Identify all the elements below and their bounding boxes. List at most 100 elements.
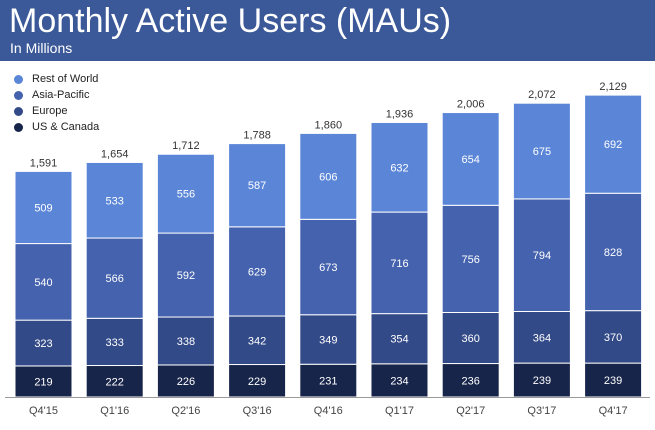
bar-asia-pacific-q2-16 [156, 232, 215, 318]
bar-europe-q4-15 [14, 319, 73, 367]
data-label-us-canada-q1-16: 222 [106, 376, 124, 388]
bar-asia-pacific-q4-15 [14, 243, 73, 321]
data-label-us-canada-q2-17: 236 [462, 375, 480, 387]
x-tick-label-q1-16: Q1'16 [100, 405, 129, 417]
total-label-q1-16: 1,654 [101, 148, 129, 160]
bar-rest-of-world-q1-16 [85, 161, 144, 239]
data-label-europe-q2-16: 338 [177, 336, 195, 348]
bar-rest-of-world-q1-17 [370, 121, 429, 213]
legend-item-rest-of-world: Rest of World [14, 71, 99, 87]
bar-us-canada-q4-15 [14, 365, 73, 398]
bar-rest-of-world-q2-16 [156, 153, 215, 234]
data-label-rest-of-world-q4-17: 692 [604, 139, 622, 151]
bar-us-canada-q1-17 [370, 363, 429, 398]
data-label-asia-pacific-q1-17: 716 [390, 258, 408, 270]
data-label-asia-pacific-q2-16: 592 [177, 270, 195, 282]
data-label-asia-pacific-q4-17: 828 [604, 247, 622, 259]
total-label-q2-17: 2,006 [457, 99, 485, 111]
bar-asia-pacific-q1-17 [370, 211, 429, 315]
data-label-europe-q2-17: 360 [462, 333, 480, 345]
bar-asia-pacific-q4-16 [299, 218, 358, 316]
bar-asia-pacific-q1-16 [85, 237, 144, 319]
bar-asia-pacific-q3-16 [228, 226, 287, 317]
data-label-europe-q1-17: 354 [390, 334, 408, 346]
bar-asia-pacific-q2-17 [441, 204, 500, 313]
data-label-us-canada-q2-16: 226 [177, 376, 195, 388]
data-label-us-canada-q3-17: 239 [533, 375, 551, 387]
total-label-q2-16: 1,712 [172, 140, 200, 152]
data-label-europe-q3-17: 364 [533, 332, 551, 344]
bar-rest-of-world-q3-17 [512, 102, 571, 200]
data-label-rest-of-world-q2-17: 654 [462, 154, 480, 166]
bar-europe-q4-16 [299, 314, 358, 365]
legend-item-asia-pacific: Asia-Pacific [14, 87, 99, 103]
bar-europe-q1-17 [370, 313, 429, 365]
bar-europe-q3-16 [228, 315, 287, 366]
bar-rest-of-world-q2-17 [441, 112, 500, 206]
x-tick-label-q4-17: Q4'17 [599, 405, 628, 417]
bar-asia-pacific-q4-17 [584, 192, 643, 312]
legend-label-asia-pacific: Asia-Pacific [32, 89, 90, 101]
total-label-q4-16: 1,860 [315, 119, 343, 131]
page-subtitle: In Millions [10, 40, 73, 56]
data-label-asia-pacific-q1-16: 566 [106, 273, 124, 285]
legend-label-us-canada: US & Canada [32, 121, 100, 133]
x-tick-label-q4-15: Q4'15 [29, 405, 58, 417]
x-tick-label-q3-17: Q3'17 [527, 405, 556, 417]
data-label-us-canada-q3-16: 229 [248, 376, 266, 388]
data-label-rest-of-world-q2-16: 556 [177, 189, 195, 201]
data-label-europe-q3-16: 342 [248, 335, 266, 347]
data-label-europe-q4-15: 323 [34, 338, 52, 350]
data-label-europe-q4-17: 370 [604, 332, 622, 344]
chart-legend: Rest of World Asia-Pacific Europe US & C… [14, 71, 99, 135]
legend-swatch-asia-pacific [14, 90, 23, 100]
data-label-rest-of-world-q3-16: 587 [248, 180, 266, 192]
bar-rest-of-world-q4-16 [299, 132, 358, 220]
total-label-q4-15: 1,591 [30, 157, 58, 169]
x-tick-label-q2-16: Q2'16 [171, 405, 200, 417]
legend-item-europe: Europe [14, 103, 99, 119]
legend-label-europe: Europe [32, 105, 68, 117]
total-label-q3-17: 2,072 [528, 89, 556, 101]
legend-swatch-rest-of-world [14, 74, 23, 84]
data-label-us-canada-q4-17: 239 [604, 375, 622, 387]
bar-us-canada-q2-16 [156, 364, 215, 398]
data-label-europe-q4-16: 349 [319, 335, 337, 347]
total-label-q3-16: 1,788 [243, 130, 271, 142]
data-label-asia-pacific-q4-15: 540 [34, 277, 52, 289]
data-label-asia-pacific-q3-16: 629 [248, 266, 266, 278]
data-label-rest-of-world-q1-17: 632 [390, 162, 408, 174]
bar-europe-q4-17 [584, 310, 643, 364]
bar-europe-q1-16 [85, 317, 144, 367]
header-banner: Monthly Active Users (MAUs) In Millions [0, 0, 655, 61]
data-label-asia-pacific-q3-17: 794 [533, 250, 551, 262]
x-tick-label-q1-17: Q1'17 [385, 405, 414, 417]
data-label-us-canada-q4-15: 219 [34, 376, 52, 388]
page-title: Monthly Active Users (MAUs) [9, 2, 452, 40]
legend-label-rest-of-world: Rest of World [32, 73, 99, 85]
bar-us-canada-q1-16 [85, 365, 144, 398]
bar-rest-of-world-q4-15 [14, 170, 73, 245]
data-label-rest-of-world-q1-16: 533 [106, 195, 124, 207]
data-label-us-canada-q1-17: 234 [390, 375, 408, 387]
bar-europe-q2-16 [156, 316, 215, 366]
legend-swatch-europe [14, 106, 23, 116]
bar-rest-of-world-q4-17 [584, 94, 643, 194]
total-label-q1-17: 1,936 [386, 108, 414, 120]
data-label-europe-q1-16: 333 [106, 337, 124, 349]
x-tick-label-q3-16: Q3'16 [243, 405, 272, 417]
data-label-rest-of-world-q3-17: 675 [533, 146, 551, 158]
bar-europe-q2-17 [441, 311, 500, 365]
data-label-us-canada-q4-16: 231 [319, 376, 337, 388]
data-label-rest-of-world-q4-15: 509 [34, 202, 52, 214]
bar-rest-of-world-q3-16 [228, 143, 287, 228]
legend-item-us-canada: US & Canada [14, 119, 99, 135]
bar-us-canada-q3-16 [228, 364, 287, 398]
legend-swatch-us-canada [14, 122, 23, 132]
data-label-asia-pacific-q2-17: 756 [462, 254, 480, 266]
x-tick-label-q2-17: Q2'17 [456, 405, 485, 417]
data-label-rest-of-world-q4-16: 606 [319, 171, 337, 183]
total-label-q4-17: 2,129 [599, 81, 627, 93]
data-label-asia-pacific-q4-16: 673 [319, 262, 337, 274]
